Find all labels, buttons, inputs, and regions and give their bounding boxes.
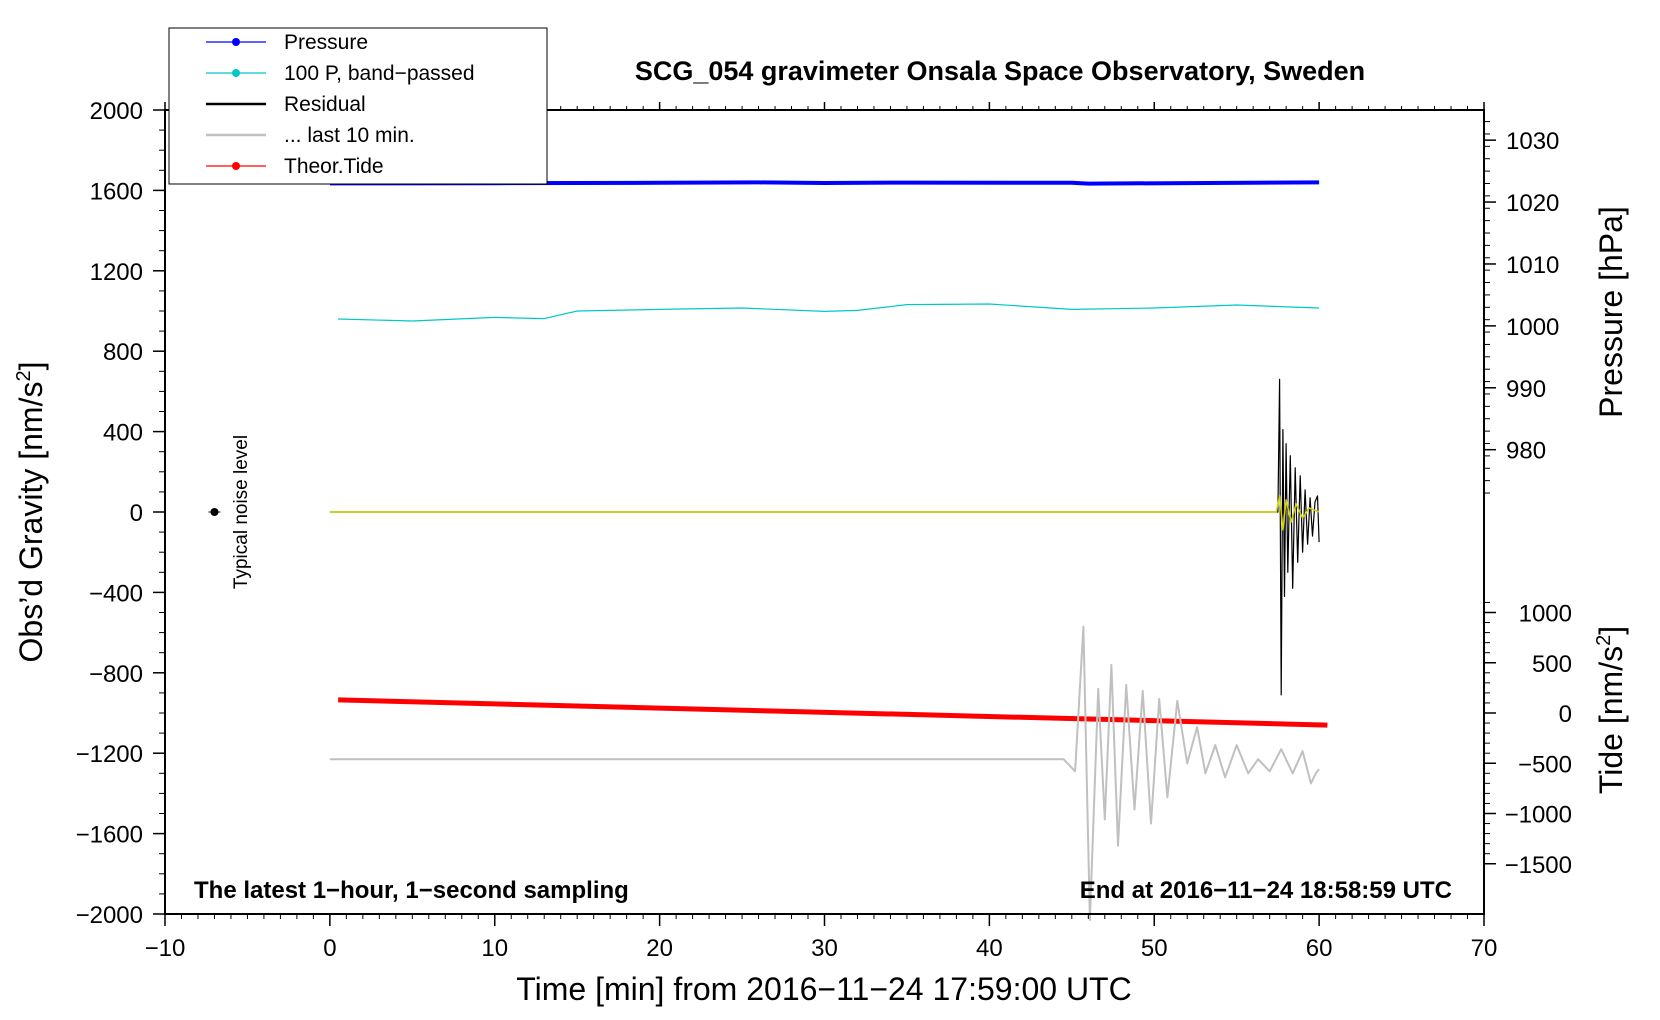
series-line-5 <box>329 625 1320 921</box>
y-axis-title-tide-base: Tide [nm/s <box>1593 646 1629 794</box>
noise-label: Typical noise level <box>231 435 252 589</box>
x-tick-label: 0 <box>323 935 336 962</box>
series-line-2 <box>338 697 1328 728</box>
y-axis-title-tide: Tide [nm/s2] <box>1593 626 1629 794</box>
y-tick-label-left: −2000 <box>76 902 143 929</box>
y-axis-title-left-sup: 2 <box>13 370 35 381</box>
tide-tick-label: −1000 <box>1505 802 1572 829</box>
x-axis-title: Time [min] from 2016−11−24 17:59:00 UTC <box>516 971 1131 1007</box>
series-line-3 <box>329 378 1320 696</box>
y-axis-title-pressure: Pressure [hPa] <box>1593 206 1629 418</box>
legend-label-3: ... last 10 min. <box>284 124 415 147</box>
y-tick-label-left: 1600 <box>90 178 143 205</box>
tide-tick-label: 1000 <box>1519 601 1572 628</box>
pressure-tick-label: 990 <box>1506 376 1546 403</box>
series-line-4 <box>329 495 1320 531</box>
series-line-0 <box>329 180 1320 186</box>
y-tick-label-left: −800 <box>89 661 143 688</box>
x-tick-label: 10 <box>481 935 508 962</box>
legend-label-4: Theor.Tide <box>284 155 384 178</box>
x-tick-label: 50 <box>1141 935 1168 962</box>
legend-marker-4 <box>232 162 240 170</box>
legend-label-2: Residual <box>284 93 366 116</box>
annotation-left: The latest 1−hour, 1−second sampling <box>194 877 629 904</box>
legend-marker-0 <box>232 38 240 46</box>
pressure-tick-label: 1010 <box>1506 252 1559 279</box>
x-tick-label: 60 <box>1306 935 1333 962</box>
y-tick-label-left: 400 <box>103 420 143 447</box>
y-axis-title-tide-sup: 2 <box>1593 635 1615 646</box>
pressure-tick-label: 1000 <box>1506 314 1559 341</box>
x-tick-label: 70 <box>1471 935 1498 962</box>
pressure-tick-label: 1030 <box>1506 128 1559 155</box>
y-axis-title-tide-close: ] <box>1593 626 1629 635</box>
y-axis-title-left: Obs’d Gravity [nm/s2] <box>13 362 49 663</box>
y-tick-label-left: 800 <box>103 339 143 366</box>
y-tick-label-left: −1600 <box>76 822 143 849</box>
series-layer <box>329 180 1328 921</box>
y-tick-label-left: 2000 <box>90 98 143 125</box>
tide-tick-label: 0 <box>1559 701 1572 728</box>
x-tick-label: 40 <box>976 935 1003 962</box>
noise-dot <box>210 508 219 516</box>
noise-marker: Typical noise level <box>208 435 252 589</box>
y-tick-label-left: −400 <box>89 580 143 607</box>
pressure-tick-label: 1020 <box>1506 190 1559 217</box>
x-tick-label: −10 <box>145 935 186 962</box>
y-tick-label-left: −1200 <box>76 741 143 768</box>
ticks-layer: −10 0 10 20 30 40 50 60 702000160012008004000−40… <box>76 98 1572 962</box>
legend-label-1: 100 P, band−passed <box>284 62 475 85</box>
chart-title: SCG_054 gravimeter Onsala Space Observat… <box>635 56 1365 86</box>
legend-marker-1 <box>232 69 240 77</box>
y-axis-title-left-close: ] <box>13 362 49 371</box>
legend: Pressure 100 P, band−passed Residual ... la… <box>168 27 548 185</box>
y-tick-label-left: 1200 <box>90 259 143 286</box>
legend-box <box>168 27 548 185</box>
tide-tick-label: −500 <box>1518 751 1572 778</box>
tide-tick-label: −1500 <box>1505 852 1572 879</box>
y-axis-title-left-base: Obs’d Gravity [nm/s <box>13 382 49 663</box>
annotation-right: End at 2016−11−24 18:58:59 UTC <box>1080 877 1452 904</box>
y-tick-label-left: 0 <box>130 500 143 527</box>
x-tick-label: 20 <box>646 935 673 962</box>
legend-label-0: Pressure <box>284 31 368 54</box>
series-line-1 <box>338 303 1320 322</box>
tide-tick-label: 500 <box>1532 651 1572 678</box>
x-tick-label: 30 <box>811 935 838 962</box>
pressure-tick-label: 980 <box>1506 438 1546 465</box>
